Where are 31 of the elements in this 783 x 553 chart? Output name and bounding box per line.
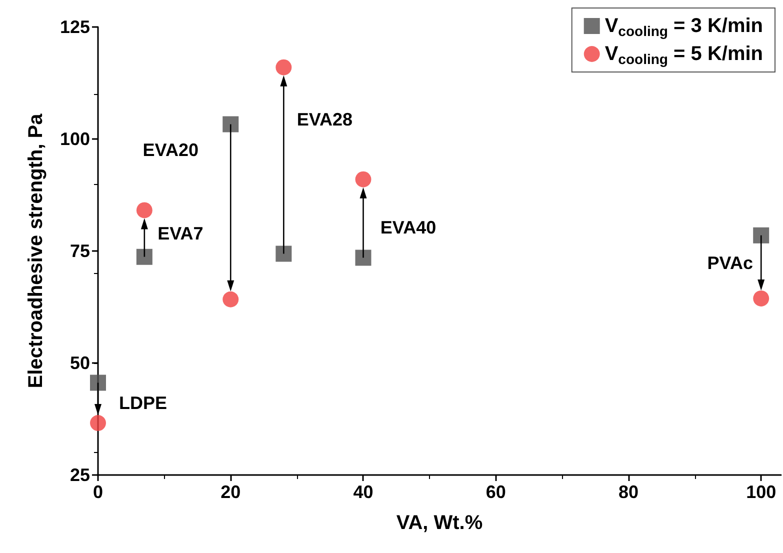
annotation: EVA40 [380,218,436,238]
point [136,248,152,265]
x-tick-label: 40 [353,482,374,502]
point [355,171,372,188]
annotation: EVA20 [142,140,198,160]
x-axis-title: VA, Wt.% [396,512,483,534]
y-tick-label: 100 [60,129,90,149]
x-tick-label: 100 [746,482,776,502]
annotation: EVA7 [158,224,204,244]
point [355,250,372,266]
point [136,202,152,218]
y-tick-label: 75 [70,241,90,261]
annotation: LDPE [118,392,168,413]
point [90,415,106,432]
point [753,290,770,306]
y-tick-label: 25 [70,465,90,485]
y-tick-label: 50 [70,353,90,373]
y-tick-label: 125 [60,17,90,37]
annotation: EVA28 [296,110,353,130]
x-tick-label: 0 [92,482,104,502]
point [222,291,239,308]
point [276,246,292,262]
point [276,59,292,76]
y-axis-title: Electroadhesive strength, Pa [25,112,47,388]
annotation: PVAc [707,252,753,273]
point [90,374,106,391]
x-tick-label: 60 [486,482,506,502]
x-tick-label: 20 [220,482,241,502]
point [753,227,770,244]
x-tick-label: 80 [618,482,638,502]
point [222,116,239,132]
